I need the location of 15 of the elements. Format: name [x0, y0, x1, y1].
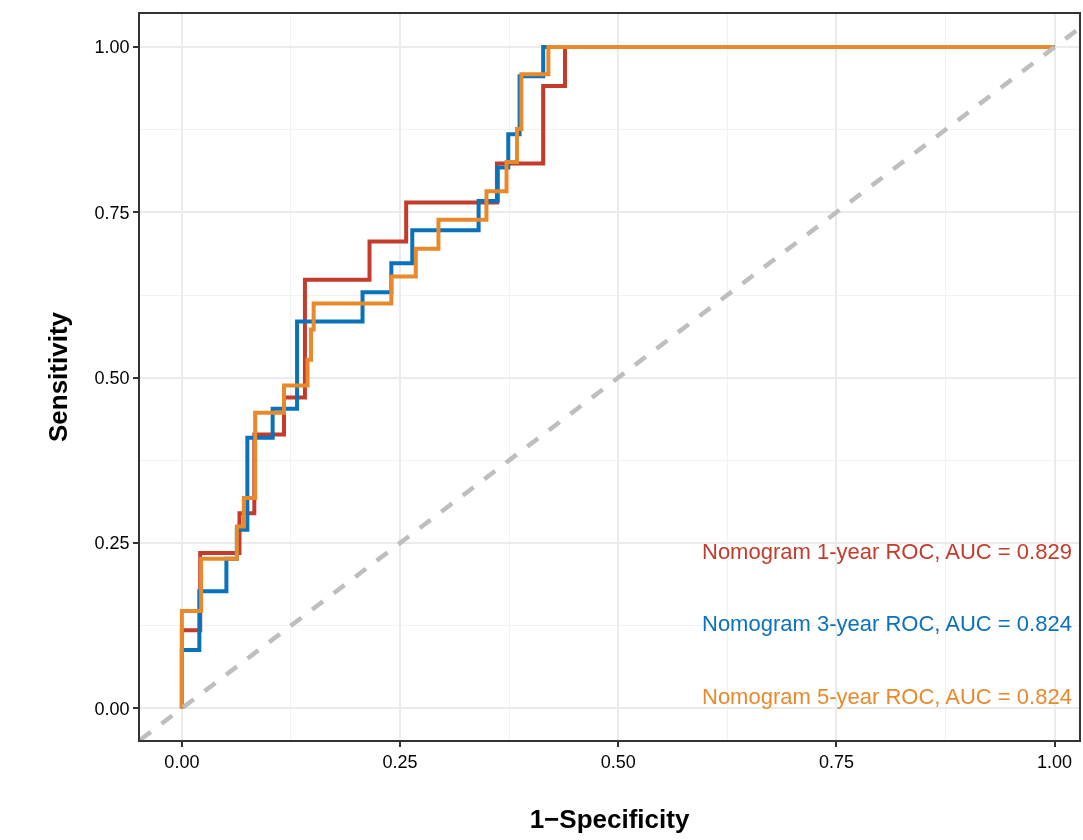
y-axis-title: Sensitivity — [42, 311, 73, 443]
y-tick-label: 0.00 — [94, 698, 130, 719]
y-tick-label: 0.25 — [94, 533, 130, 554]
x-tick-label: 0.50 — [600, 752, 636, 773]
text: Nomogram 1-year ROC, AUC = 0.829 — [702, 539, 1072, 564]
y-tick-label: 0.75 — [94, 202, 130, 223]
text: Nomogram 3-year ROC, AUC = 0.824 — [702, 611, 1072, 636]
x-axis-title: 1−Specificity — [529, 803, 690, 834]
x-tick-label: 0.00 — [164, 752, 200, 773]
x-tick-label: 0.75 — [818, 752, 854, 773]
y-tick-label: 1.00 — [94, 37, 130, 58]
x-tick-label: 0.25 — [382, 752, 418, 773]
y-tick-label: 0.50 — [94, 367, 130, 388]
x-tick-label: 1.00 — [1037, 752, 1073, 773]
text: Nomogram 5-year ROC, AUC = 0.824 — [702, 684, 1072, 709]
